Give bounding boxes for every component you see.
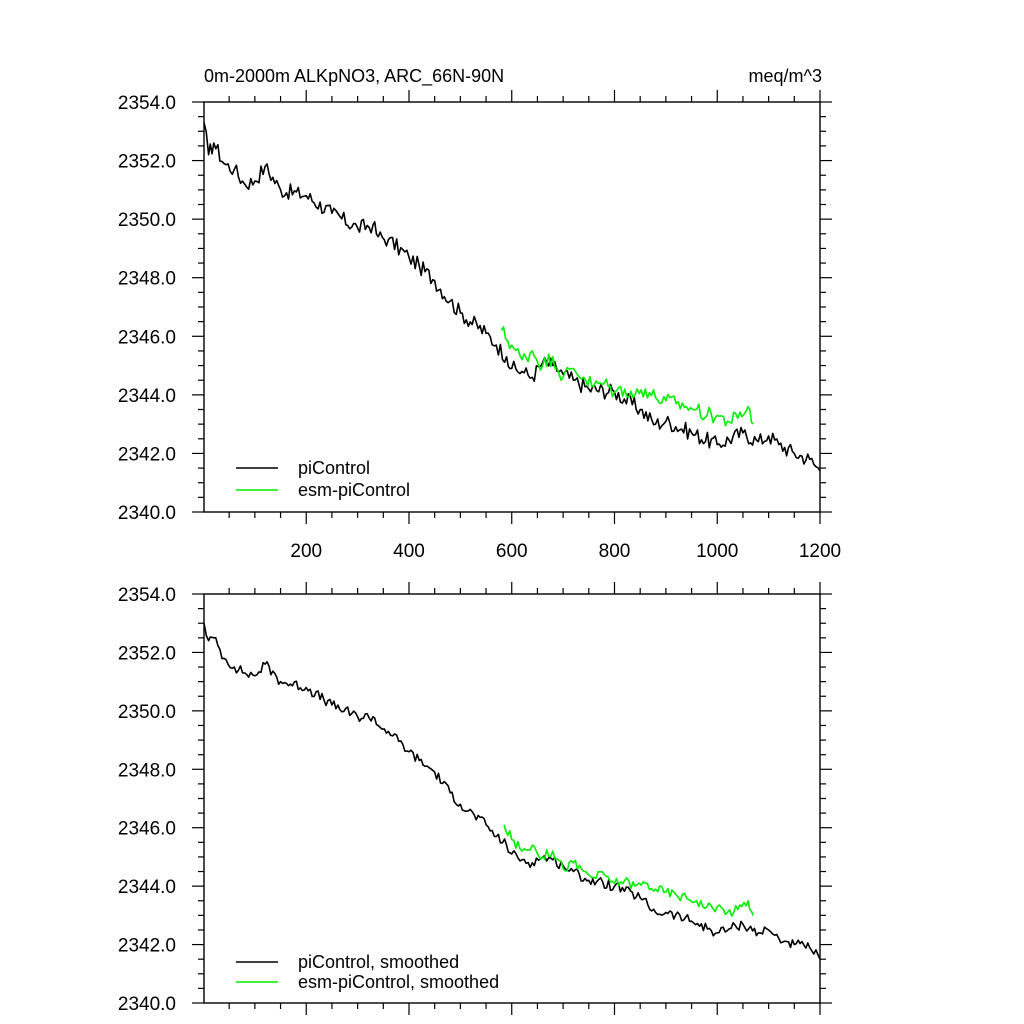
legend-label: piControl, smoothed [298, 952, 459, 972]
y-tick-label: 2350.0 [118, 702, 176, 723]
y-tick-label: 2342.0 [118, 936, 176, 957]
plot-frame [203, 101, 821, 513]
plot-frame [203, 593, 821, 1004]
y-tick-label: 2346.0 [118, 327, 176, 348]
series-line-esm-picontrol [500, 325, 754, 427]
y-tick-label: 2346.0 [118, 819, 176, 840]
series-line-picontrol [203, 122, 821, 472]
y-tick-label: 2348.0 [118, 760, 176, 781]
chart-title: 0m-2000m ALKpNO3, ARC_66N-90N [204, 66, 504, 87]
legend-label: piControl [298, 458, 370, 478]
bottom-panel: 2354.0 2352.0 2350.0 2348.0 2346.0 2344.0 2342… [118, 582, 832, 1015]
legend-label: esm-piControl [298, 480, 410, 500]
y-tick-label: 2354.0 [118, 93, 176, 114]
y-tick-label: 2350.0 [118, 210, 176, 231]
x-tick-label: 400 [393, 541, 425, 562]
y-tick-label: 2340.0 [118, 503, 176, 524]
x-tick-label: 600 [496, 541, 528, 562]
y-tick-label: 2352.0 [118, 643, 176, 664]
x-tick-label: 1000 [696, 541, 738, 562]
y-tick-label: 2342.0 [118, 444, 176, 465]
units-label: meq/m^3 [749, 66, 822, 86]
y-tick-label: 2352.0 [118, 152, 176, 173]
y-tick-label: 2344.0 [118, 386, 176, 407]
y-tick-label: 2348.0 [118, 269, 176, 290]
legend-label: esm-piControl, smoothed [298, 972, 499, 992]
x-tick-label: 200 [290, 541, 322, 562]
series-line-esm-picontrol [503, 824, 754, 917]
x-tick-label: 800 [599, 541, 631, 562]
top-panel: 2354.0 2352.0 2350.0 2348.0 2346.0 2344.0 2342… [118, 90, 841, 562]
series-line-picontrol [203, 623, 821, 960]
y-tick-label: 2354.0 [118, 585, 176, 606]
x-tick-label: 1200 [799, 541, 841, 562]
y-tick-label: 2340.0 [118, 994, 176, 1015]
y-tick-label: 2344.0 [118, 877, 176, 898]
